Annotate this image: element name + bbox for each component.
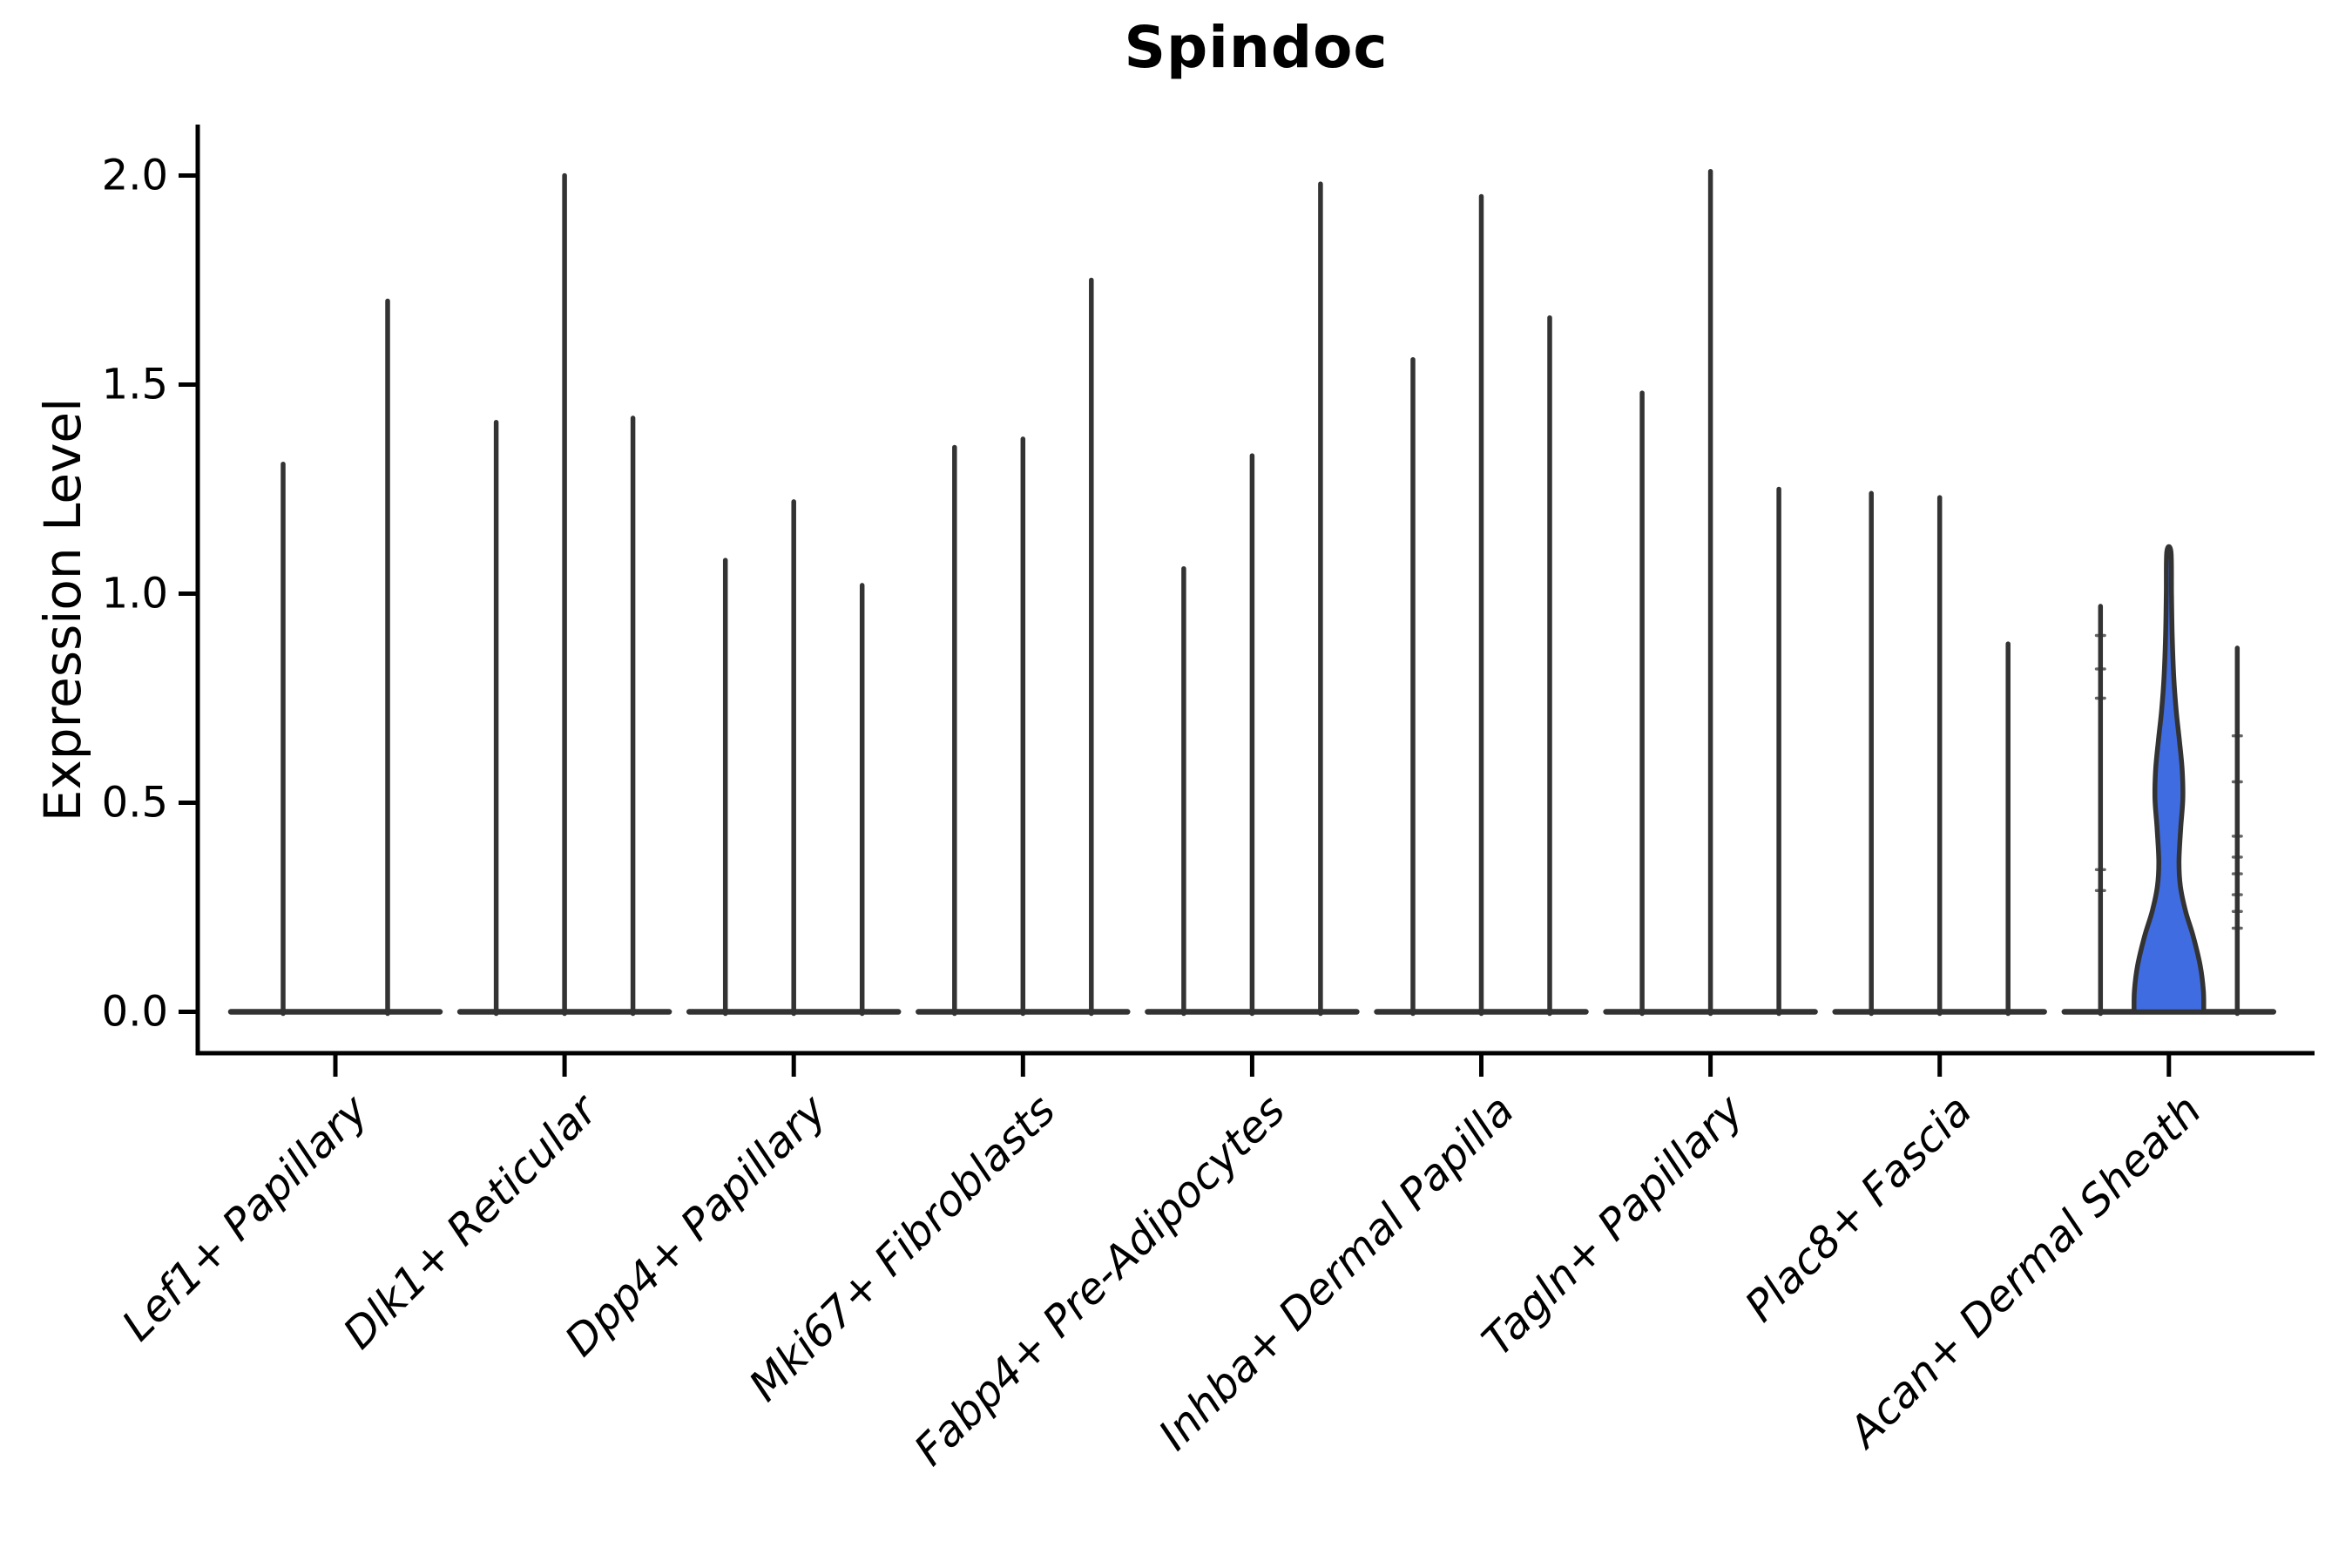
jitter-point <box>2231 780 2243 784</box>
jitter-point <box>2094 667 2106 671</box>
jitter-point <box>2231 926 2243 930</box>
jitter-point <box>2094 696 2106 700</box>
jitter-point <box>2094 868 2106 871</box>
jitter-point <box>2231 893 2243 896</box>
y-tick-label: 2.0 <box>102 152 168 200</box>
jitter-point <box>2231 909 2243 913</box>
y-tick-label: 1.0 <box>102 570 168 618</box>
y-tick-label: 1.5 <box>102 361 168 409</box>
jitter-point <box>2231 835 2243 838</box>
jitter-point <box>2094 889 2106 892</box>
chart-title: Spindoc <box>1124 14 1389 81</box>
jitter-point <box>2094 633 2106 638</box>
jitter-point <box>2231 855 2243 859</box>
jitter-point <box>2231 734 2243 738</box>
jitter-point <box>2231 872 2243 875</box>
highlighted-violin <box>2132 544 2207 1015</box>
y-tick-label: 0.0 <box>102 988 168 1037</box>
y-tick-label: 0.5 <box>102 779 168 828</box>
